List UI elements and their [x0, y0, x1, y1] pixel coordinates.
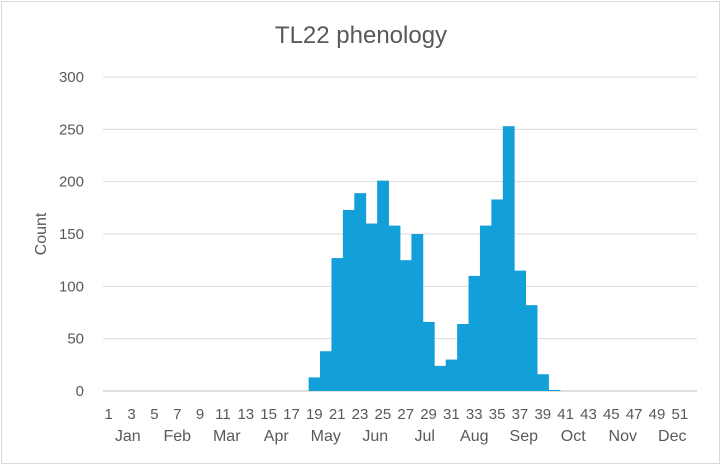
x-tick-label: 15: [260, 406, 277, 423]
x-tick-label: 17: [283, 406, 300, 423]
x-tick-label: 41: [557, 406, 574, 423]
bar: [468, 275, 481, 391]
bar: [479, 225, 492, 391]
bar: [377, 180, 389, 391]
bar: [525, 305, 538, 391]
month-label: Nov: [609, 428, 637, 445]
bar: [388, 225, 401, 391]
bar: [308, 377, 321, 391]
month-label: Jun: [362, 428, 388, 445]
month-label: May: [311, 428, 341, 445]
x-tick-label: 25: [375, 406, 392, 423]
y-tick-label: 200: [59, 174, 84, 191]
bar: [354, 193, 367, 391]
bar: [537, 374, 549, 391]
x-tick-label: 23: [352, 406, 369, 423]
x-tick-label: 11: [215, 406, 231, 423]
bar: [514, 270, 527, 391]
y-tick-label: 100: [59, 278, 84, 295]
x-tick-label: 21: [329, 406, 346, 423]
month-label: Dec: [658, 428, 686, 445]
x-tick-label: 33: [466, 406, 483, 423]
gridlines: [103, 76, 697, 392]
month-label: Feb: [163, 428, 191, 445]
x-tick-label: 35: [489, 406, 506, 423]
x-tick-label: 43: [580, 406, 597, 423]
x-tick-label: 13: [237, 406, 254, 423]
month-label: Jul: [415, 428, 435, 445]
bars: [308, 126, 561, 392]
chart-title: TL22 phenology: [275, 22, 447, 49]
y-tick-label: 150: [59, 226, 84, 243]
x-tick-label: 9: [196, 406, 204, 423]
x-tick-label: 45: [603, 406, 620, 423]
bar: [457, 324, 469, 391]
bar: [320, 351, 332, 391]
bar: [502, 126, 515, 392]
x-tick-label: 5: [150, 406, 158, 423]
x-tick-label: 39: [534, 406, 551, 423]
x-axis-ticks: 1 3 5 7 9 11 13 15 17 19 21 23 25 27 29 31 33 35 37 39 41 43 4…: [105, 406, 689, 423]
month-label: Apr: [264, 428, 290, 445]
bar: [422, 321, 435, 391]
bar: [491, 199, 504, 391]
month-label: Oct: [561, 428, 586, 445]
bar: [342, 209, 355, 391]
x-tick-label: 49: [649, 406, 666, 423]
x-tick-label: 19: [306, 406, 323, 423]
x-tick-label: 51: [672, 406, 689, 423]
y-axis-label: Count: [33, 212, 50, 255]
x-tick-label: 31: [443, 406, 460, 423]
bar: [411, 234, 424, 391]
bar: [365, 223, 378, 391]
x-tick-label: 1: [105, 406, 113, 423]
x-tick-label: 37: [512, 406, 529, 423]
bar: [331, 258, 344, 391]
x-tick-label: 27: [397, 406, 414, 423]
month-label: Mar: [213, 428, 241, 445]
bar: [548, 389, 561, 391]
y-tick-label: 50: [67, 331, 84, 348]
bar: [400, 260, 412, 391]
month-label: Aug: [460, 428, 488, 445]
x-tick-label: 47: [626, 406, 643, 423]
y-tick-label: 300: [59, 69, 84, 86]
month-labels: Jan Feb Mar Apr May Jun Jul Aug Sep Oct Nov Dec: [115, 428, 687, 445]
x-tick-label: 7: [173, 406, 181, 423]
month-label: Jan: [115, 428, 141, 445]
x-tick-label: 29: [420, 406, 437, 423]
month-label: Sep: [510, 428, 539, 445]
bar: [445, 359, 458, 391]
y-axis-ticks: 0 50 100 150 200 250 300: [59, 69, 84, 400]
bar: [434, 365, 447, 391]
x-tick-label: 3: [127, 406, 135, 423]
y-tick-label: 250: [59, 121, 84, 138]
y-tick-label: 0: [76, 383, 84, 400]
